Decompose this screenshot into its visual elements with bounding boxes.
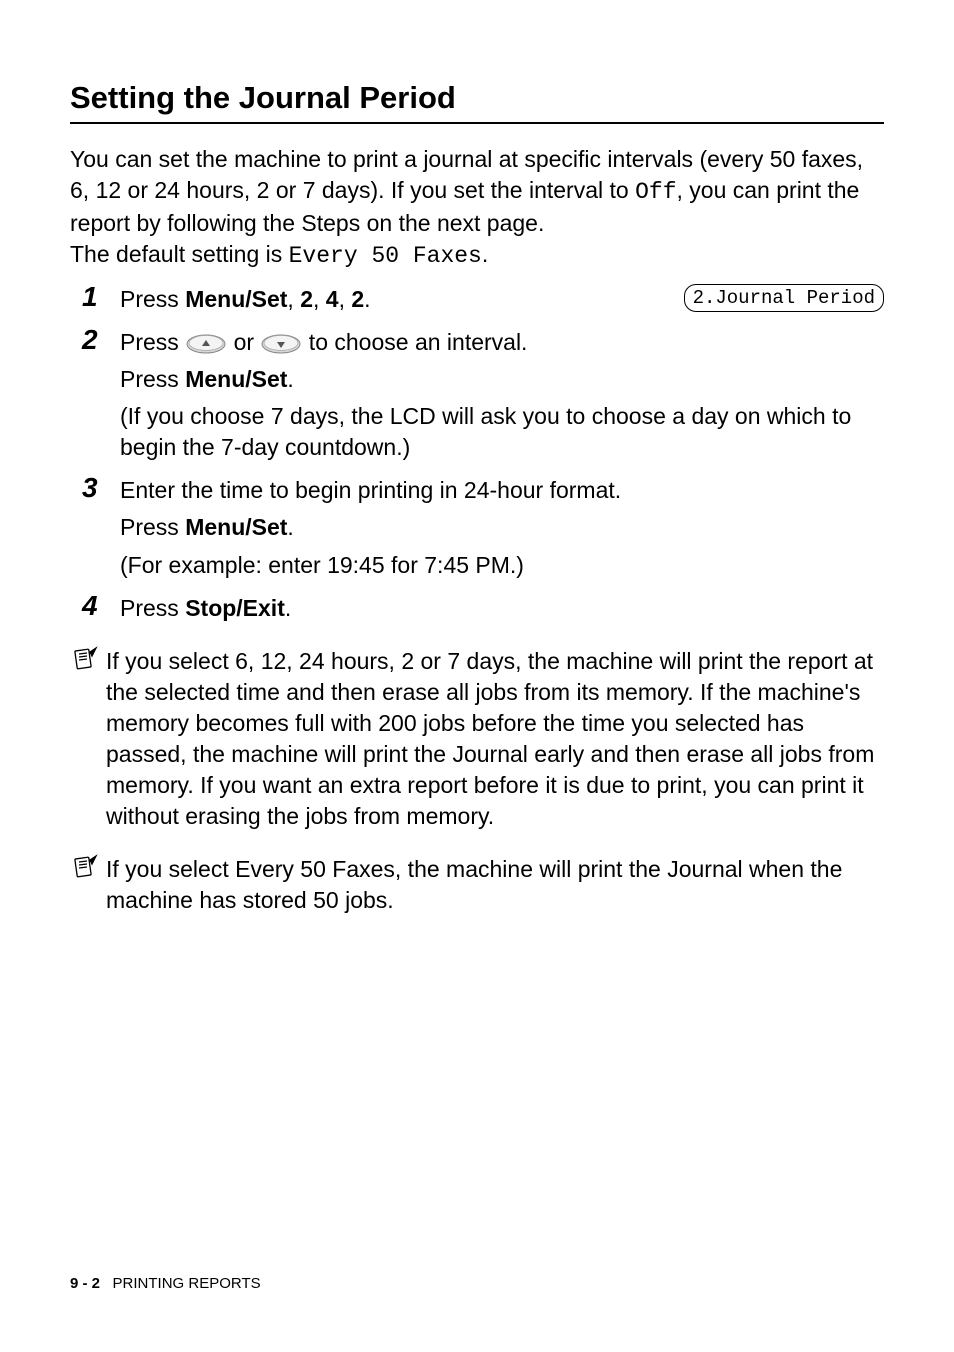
page-number: 9 - 2 [70, 1275, 100, 1292]
note-2: If you select Every 50 Faxes, the machin… [70, 854, 884, 916]
intro-mono-2: Every 50 Faxes [289, 243, 482, 269]
step-number: 3 [82, 473, 120, 586]
section-title: Setting the Journal Period [70, 80, 884, 124]
step-number: 1 [82, 282, 120, 321]
step-body: Press or to choose an interval. Press Men… [120, 325, 884, 469]
step-1: 1 Press Menu/Set, 2, 4, 2. 2.Journal Per… [82, 282, 884, 321]
note-text: If you select Every 50 Faxes, the machin… [106, 854, 884, 916]
step-4: 4 Press Stop/Exit. [82, 591, 884, 630]
step-line: Press Menu/Set. [120, 512, 884, 543]
step-line: Press or to choose an interval. [120, 327, 884, 358]
step-line: (If you choose 7 days, the LCD will ask … [120, 401, 884, 463]
note-1: If you select 6, 12, 24 hours, 2 or 7 da… [70, 646, 884, 832]
step-body: Press Stop/Exit. [120, 591, 884, 630]
step-3: 3 Enter the time to begin printing in 24… [82, 473, 884, 586]
step-line: Press Stop/Exit. [120, 593, 884, 624]
step-line: Press Menu/Set. [120, 364, 884, 395]
steps-list: 1 Press Menu/Set, 2, 4, 2. 2.Journal Per… [82, 282, 884, 629]
intro-text-4: . [482, 241, 488, 267]
step-line: (For example: enter 19:45 for 7:45 PM.) [120, 550, 884, 581]
step-body: Enter the time to begin printing in 24-h… [120, 473, 884, 586]
step-number: 4 [82, 591, 120, 630]
footer-label: PRINTING REPORTS [113, 1275, 261, 1292]
lcd-display: 2.Journal Period [684, 284, 884, 312]
note-icon [70, 646, 106, 832]
intro-mono-1: Off [635, 179, 676, 205]
step-line: Enter the time to begin printing in 24-h… [120, 475, 884, 506]
step-number: 2 [82, 325, 120, 469]
step-2: 2 Press or to choose an interval. Press M… [82, 325, 884, 469]
intro-text-3: The default setting is [70, 241, 289, 267]
page-footer: 9 - 2 PRINTING REPORTS [70, 1275, 261, 1292]
note-icon [70, 854, 106, 916]
intro-paragraph: You can set the machine to print a journ… [70, 144, 884, 272]
note-text: If you select 6, 12, 24 hours, 2 or 7 da… [106, 646, 884, 832]
